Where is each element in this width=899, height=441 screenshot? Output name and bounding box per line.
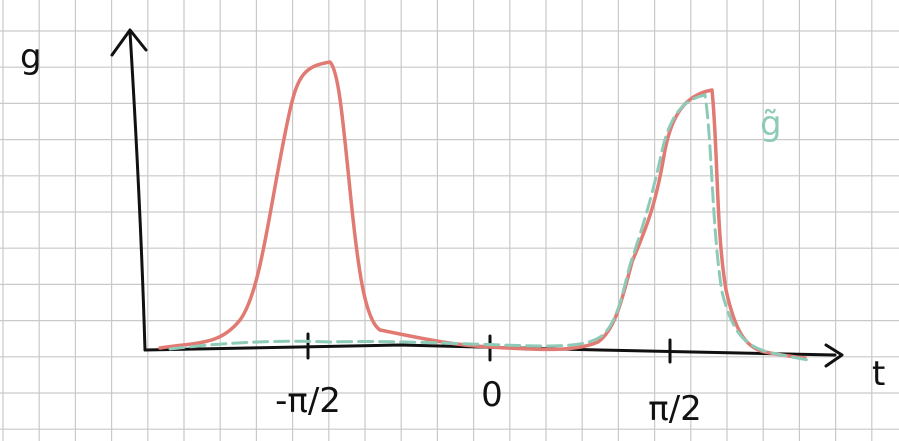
tick-label: π/2 [648,389,702,429]
grid-paper [0,0,899,441]
curve-label: g̃ [760,104,782,144]
x-axis-label: t [872,354,885,394]
sketch: g t -π/2 0 π/2 g̃ [0,0,899,441]
tick-label: 0 [481,375,503,415]
y-axis [130,32,145,350]
tick-label: -π/2 [275,381,341,421]
y-axis-arrow [112,30,146,55]
y-axis-label: g [20,37,42,77]
